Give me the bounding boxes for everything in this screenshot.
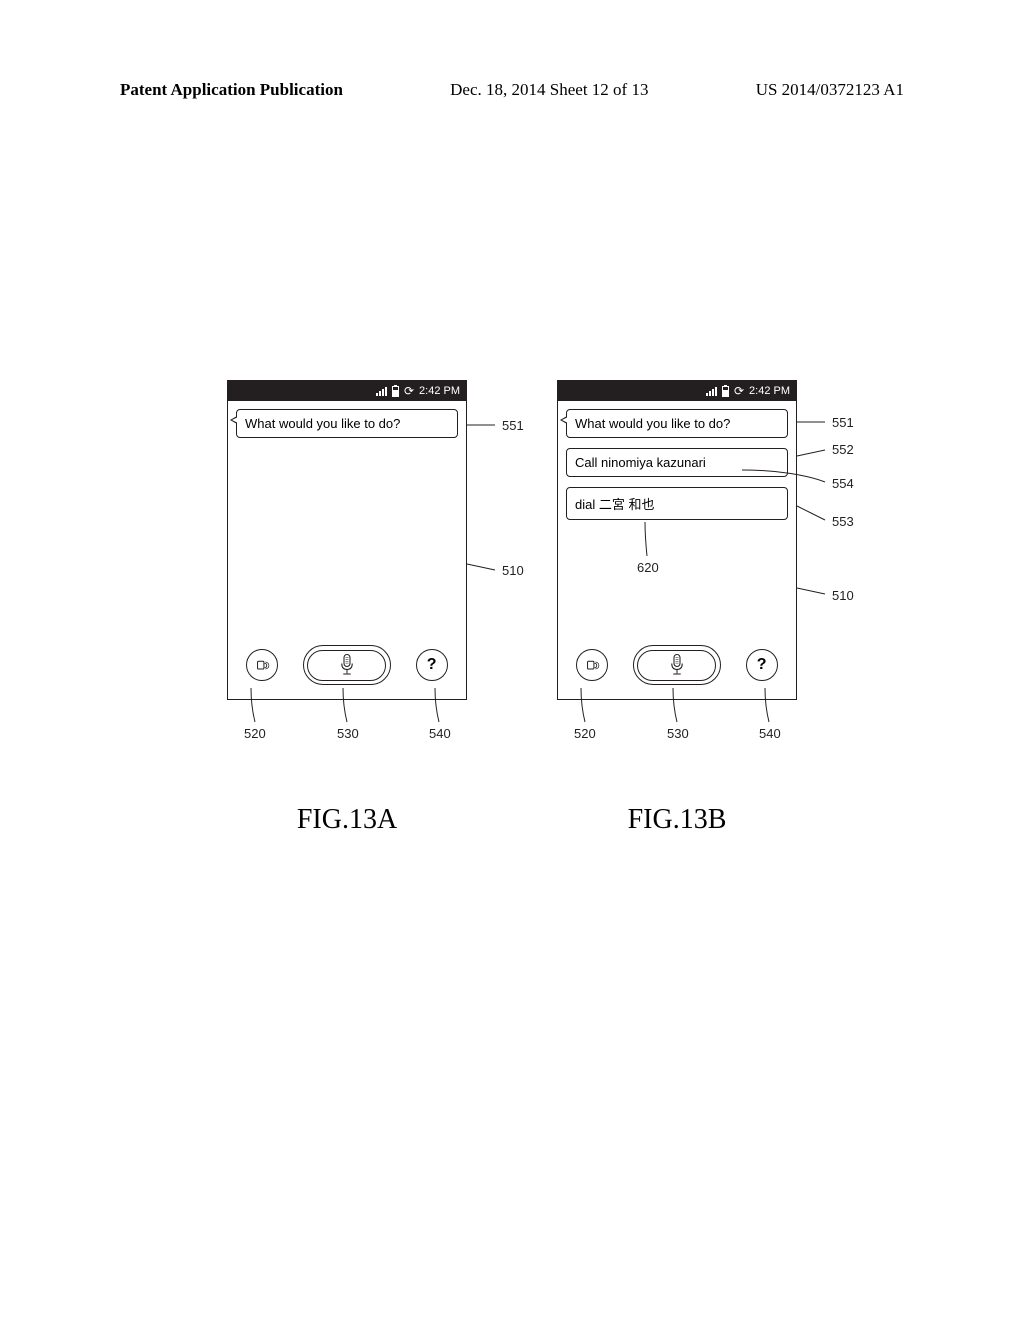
ref-620: 620 [637, 560, 659, 575]
talk-icon [254, 657, 271, 674]
signal-icon [706, 386, 717, 396]
bottom-bar: ? [228, 637, 466, 699]
microphone-icon [668, 653, 686, 677]
prompt-text: What would you like to do? [245, 416, 400, 431]
status-time: 2:42 PM [749, 385, 790, 397]
speak-button[interactable] [246, 649, 278, 681]
ref-551: 551 [832, 415, 854, 430]
status-bar: ⟳ 2:42 PM [558, 381, 796, 401]
ref-510: 510 [832, 588, 854, 603]
mic-button[interactable] [633, 645, 721, 685]
ref-554: 554 [832, 476, 854, 491]
talk-icon [584, 657, 601, 674]
ref-553: 553 [832, 514, 854, 529]
figures-container: ⟳ 2:42 PM What would you like to do? [0, 380, 1024, 836]
page-header: Patent Application Publication Dec. 18, … [0, 80, 1024, 100]
help-button[interactable]: ? [746, 649, 778, 681]
input-bubble: Call ninomiya kazunari [566, 448, 788, 477]
figure-a-column: ⟳ 2:42 PM What would you like to do? [227, 380, 467, 836]
result-bubble: dial 二宮 和也 [566, 487, 788, 520]
prompt-text: What would you like to do? [575, 416, 730, 431]
sync-icon: ⟳ [404, 384, 414, 398]
battery-icon [392, 386, 399, 397]
figure-a-label: FIG.13A [297, 804, 397, 836]
question-icon: ? [757, 656, 767, 674]
ref-520: 520 [244, 726, 266, 741]
prompt-bubble: What would you like to do? [566, 409, 788, 438]
header-center: Dec. 18, 2014 Sheet 12 of 13 [450, 80, 648, 100]
phone-frame-b: ⟳ 2:42 PM What would you like to do? Cal… [557, 380, 797, 700]
prompt-bubble: What would you like to do? [236, 409, 458, 438]
mic-button[interactable] [303, 645, 391, 685]
ref-510: 510 [502, 563, 524, 578]
speak-button[interactable] [576, 649, 608, 681]
header-right: US 2014/0372123 A1 [756, 80, 904, 100]
microphone-icon [338, 653, 356, 677]
help-button[interactable]: ? [416, 649, 448, 681]
ref-540: 540 [429, 726, 451, 741]
battery-icon [722, 386, 729, 397]
ref-530: 530 [667, 726, 689, 741]
result-text: dial 二宮 和也 [575, 497, 654, 512]
input-text: Call ninomiya kazunari [575, 455, 706, 470]
ref-520: 520 [574, 726, 596, 741]
signal-icon [376, 386, 387, 396]
figure-b-label: FIG.13B [628, 804, 727, 836]
ref-552: 552 [832, 442, 854, 457]
ref-530: 530 [337, 726, 359, 741]
content-area-a: What would you like to do? [228, 401, 466, 637]
figure-b-column: ⟳ 2:42 PM What would you like to do? Cal… [557, 380, 797, 836]
question-icon: ? [427, 656, 437, 674]
sync-icon: ⟳ [734, 384, 744, 398]
content-area-b: What would you like to do? Call ninomiya… [558, 401, 796, 637]
status-time: 2:42 PM [419, 385, 460, 397]
status-bar: ⟳ 2:42 PM [228, 381, 466, 401]
phone-frame-a: ⟳ 2:42 PM What would you like to do? [227, 380, 467, 700]
bottom-bar: ? [558, 637, 796, 699]
header-left: Patent Application Publication [120, 80, 343, 100]
ref-551: 551 [502, 418, 524, 433]
ref-540: 540 [759, 726, 781, 741]
